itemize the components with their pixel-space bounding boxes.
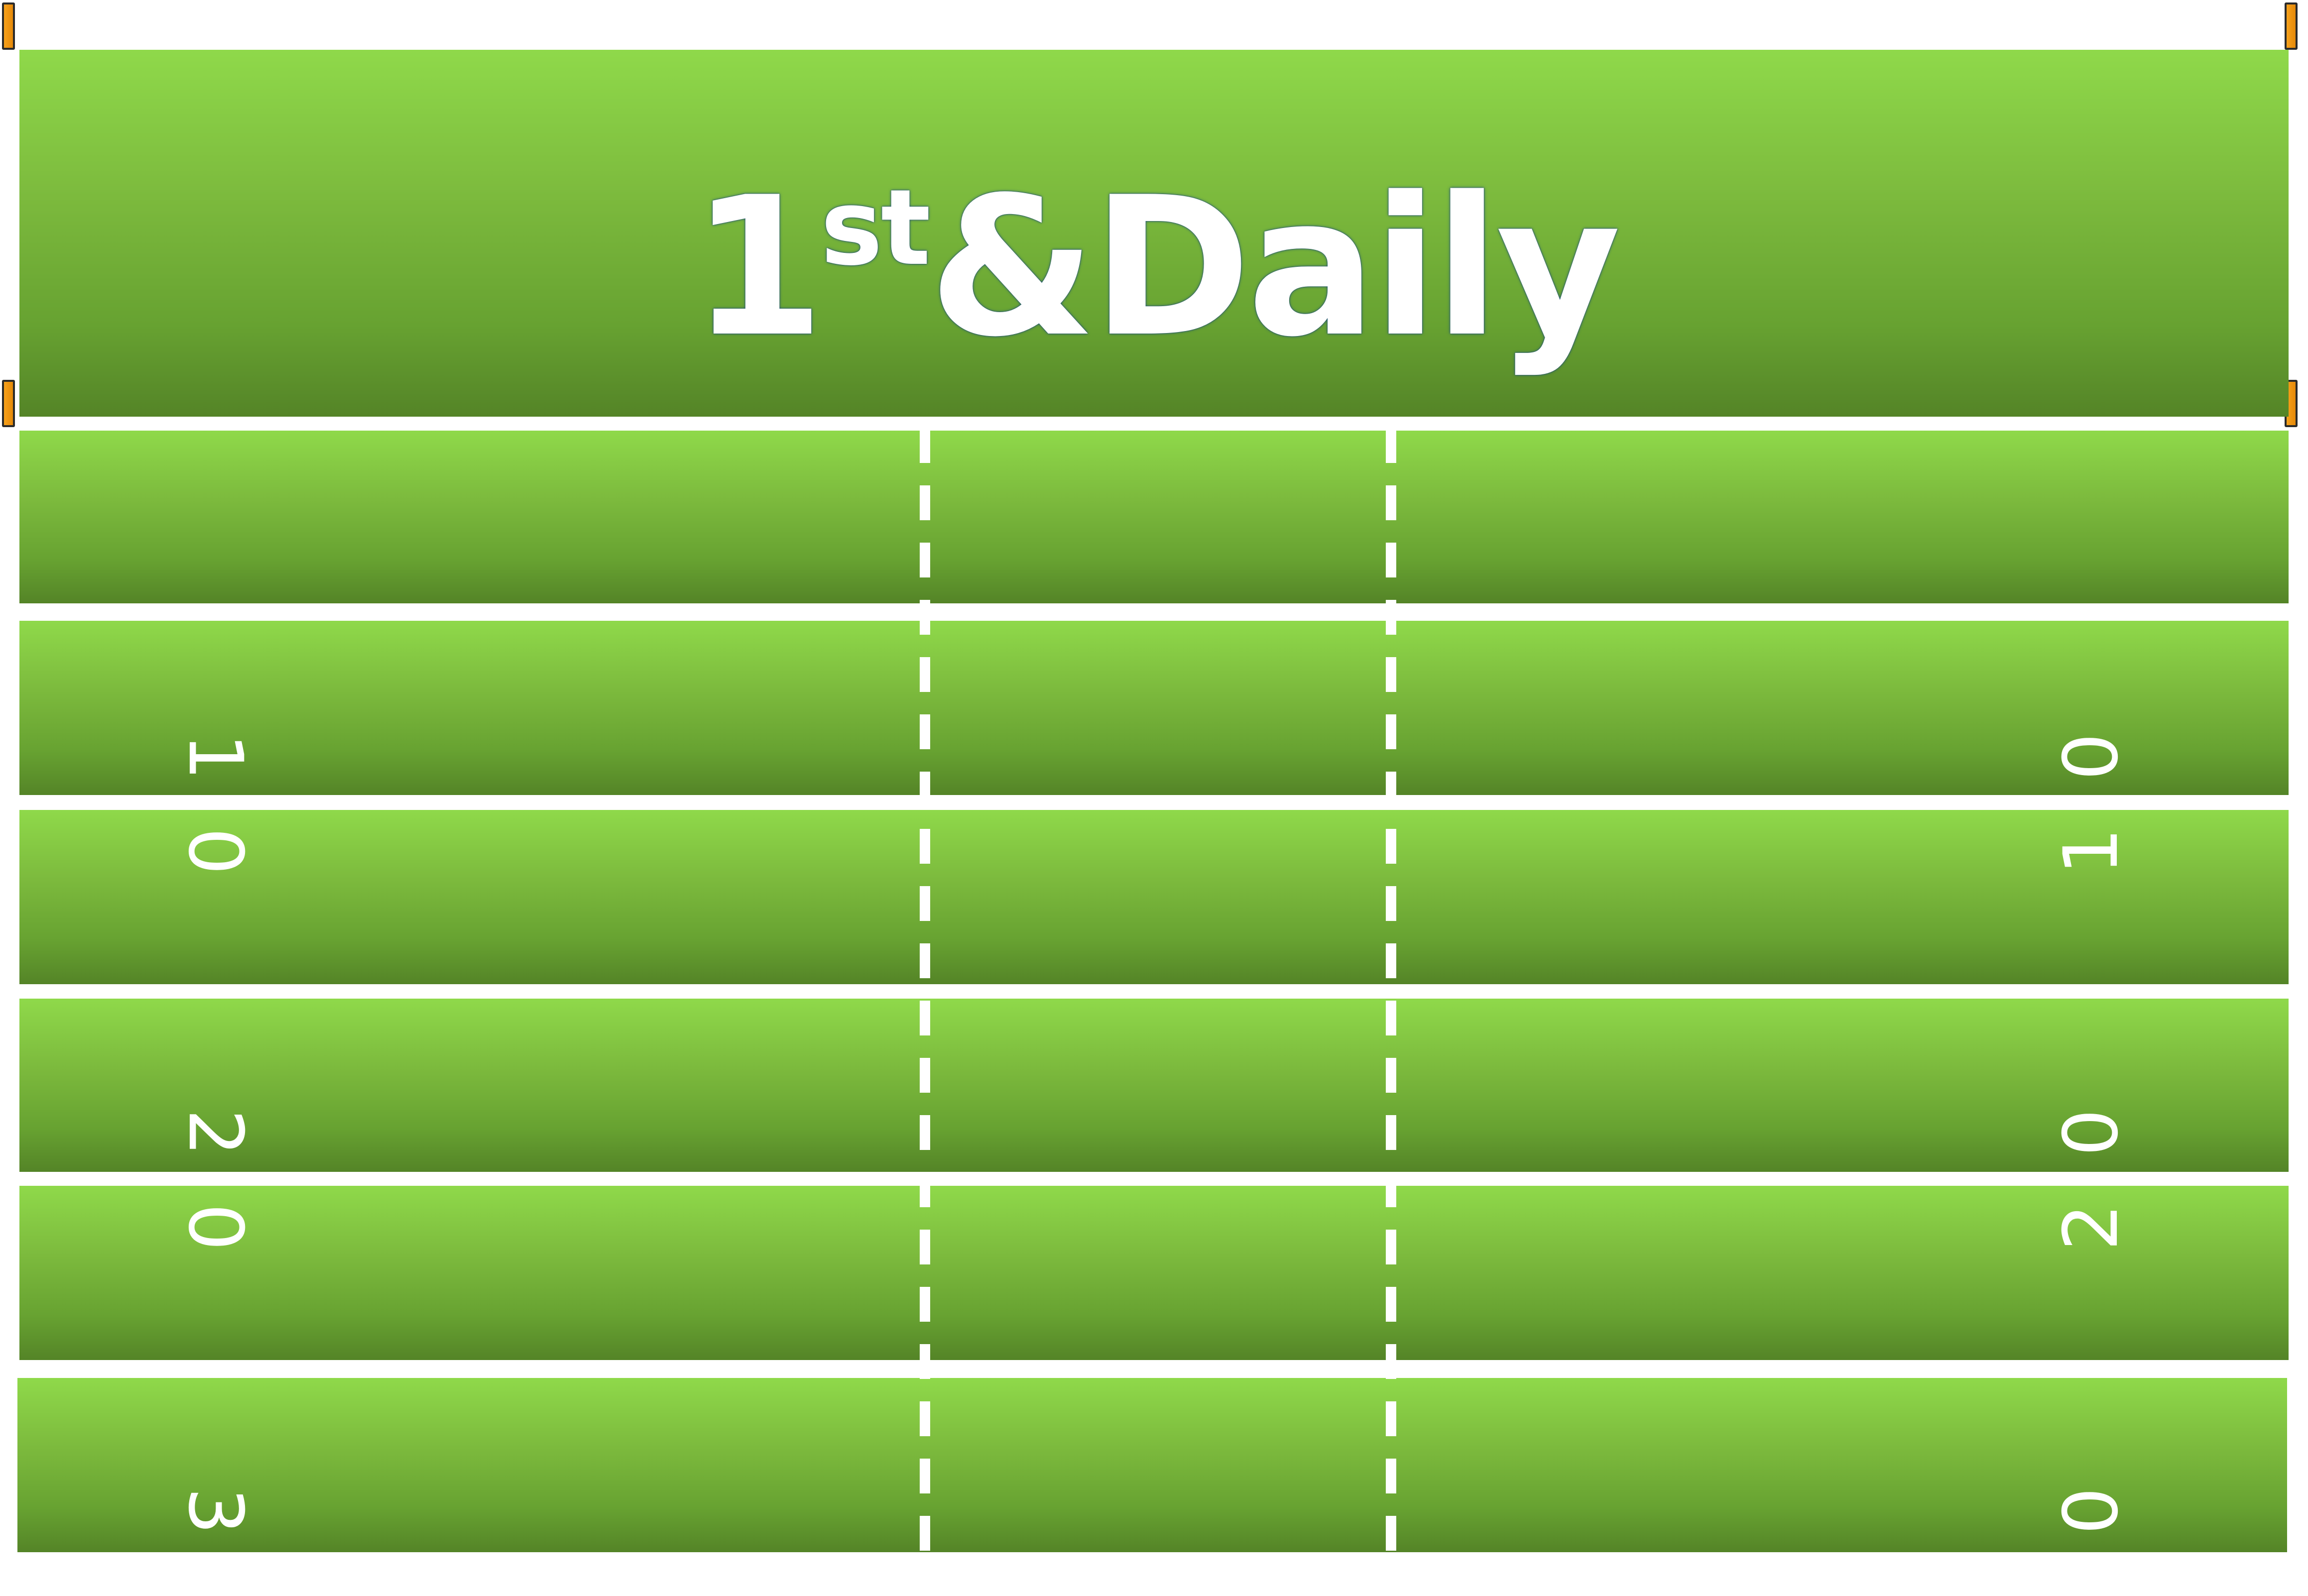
yard-number-left: 0 [172,1203,258,1251]
goalpost-marker-icon [2,2,15,50]
yard-number-left: 1 [172,733,258,781]
title-prefix: 1 [691,156,825,379]
hash-line-left [920,428,930,1553]
title-band: 1st&Daily [19,50,2289,417]
field-stripe [19,999,2289,1172]
title-superscript: st [820,167,931,289]
title-suffix: &Daily [929,156,1621,379]
page-title: 1st&Daily [19,172,2289,363]
yard-number-left: 3 [172,1487,258,1535]
yard-number-right: 1 [2048,827,2135,875]
field-stripe [19,431,2289,603]
hash-line-right [1386,428,1396,1553]
yard-number-left: 2 [172,1109,258,1156]
goalpost-marker-icon [2285,2,2298,50]
goalpost-marker-icon [2,380,15,427]
field-stripe [19,810,2289,984]
field-stripe [17,1378,2287,1552]
field-stripe [19,621,2289,795]
field-stripe [19,1186,2289,1360]
yard-number-left: 0 [172,827,258,875]
yard-number-right: 0 [2048,1487,2135,1535]
yard-number-right: 2 [2048,1203,2135,1251]
yard-number-right: 0 [2048,1109,2135,1156]
yard-number-right: 0 [2048,733,2135,781]
